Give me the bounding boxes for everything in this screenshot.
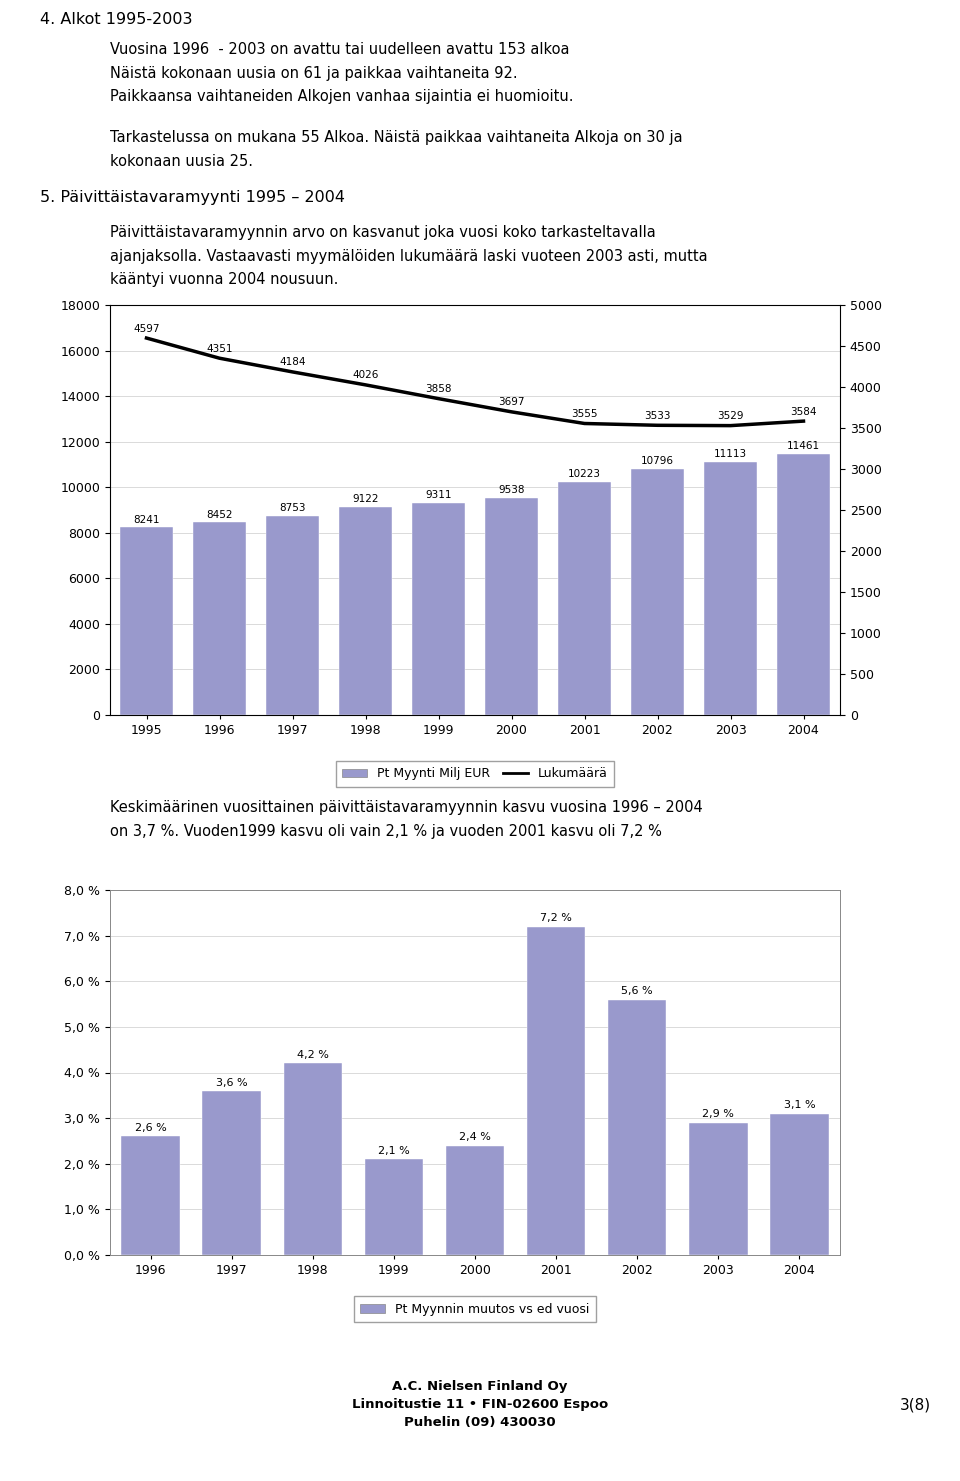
Text: 3555: 3555: [571, 409, 598, 419]
Text: Vuosina 1996  - 2003 on avattu tai uudelleen avattu 153 alkoa: Vuosina 1996 - 2003 on avattu tai uudell…: [110, 41, 570, 56]
Bar: [527, 927, 586, 1254]
Text: ajanjaksolla. Vastaavasti myymälöiden lukumäärä laski vuoteen 2003 asti, mutta: ajanjaksolla. Vastaavasti myymälöiden lu…: [110, 249, 708, 264]
Bar: [705, 462, 756, 715]
Text: 9538: 9538: [498, 484, 525, 495]
Bar: [689, 1123, 748, 1254]
Text: 2,1 %: 2,1 %: [378, 1146, 410, 1157]
Text: 9311: 9311: [425, 490, 452, 501]
Text: Puhelin (09) 430030: Puhelin (09) 430030: [404, 1416, 556, 1429]
Text: 7,2 %: 7,2 %: [540, 914, 572, 923]
Legend: Pt Myynti Milj EUR, Lukumäärä: Pt Myynti Milj EUR, Lukumäärä: [336, 761, 614, 786]
Text: Tarkastelussa on mukana 55 Alkoa. Näistä paikkaa vaihtaneita Alkoja on 30 ja: Tarkastelussa on mukana 55 Alkoa. Näistä…: [110, 130, 683, 145]
Bar: [632, 469, 684, 715]
Text: 2,6 %: 2,6 %: [134, 1123, 166, 1133]
Text: 4,2 %: 4,2 %: [297, 1050, 328, 1060]
Text: 3858: 3858: [425, 384, 452, 394]
Text: 3533: 3533: [644, 410, 671, 421]
Bar: [770, 1114, 828, 1254]
Bar: [558, 483, 611, 715]
Bar: [412, 504, 465, 715]
Bar: [120, 527, 173, 715]
Text: 11461: 11461: [787, 441, 820, 452]
Bar: [445, 1145, 504, 1254]
Bar: [365, 1160, 423, 1254]
Text: 4. Alkot 1995-2003: 4. Alkot 1995-2003: [40, 12, 193, 27]
Bar: [266, 515, 319, 715]
Text: Näistä kokonaan uusia on 61 ja paikkaa vaihtaneita 92.: Näistä kokonaan uusia on 61 ja paikkaa v…: [110, 65, 518, 80]
Legend: Pt Myynnin muutos vs ed vuosi: Pt Myynnin muutos vs ed vuosi: [354, 1296, 596, 1321]
Text: 2,9 %: 2,9 %: [703, 1109, 734, 1120]
Text: 4351: 4351: [206, 344, 232, 354]
Bar: [203, 1090, 261, 1254]
Text: 10223: 10223: [568, 469, 601, 480]
Text: 4184: 4184: [279, 357, 305, 367]
Text: 3529: 3529: [717, 412, 744, 421]
Text: Päivittäistavaramyynnin arvo on kasvanut joka vuosi koko tarkasteltavalla: Päivittäistavaramyynnin arvo on kasvanut…: [110, 225, 656, 240]
Text: 10796: 10796: [641, 456, 674, 467]
Bar: [193, 523, 246, 715]
Text: Paikkaansa vaihtaneiden Alkojen vanhaa sijaintia ei huomioitu.: Paikkaansa vaihtaneiden Alkojen vanhaa s…: [110, 89, 574, 104]
Text: Linnoitustie 11 • FIN-02600 Espoo: Linnoitustie 11 • FIN-02600 Espoo: [352, 1398, 608, 1411]
Text: 3,1 %: 3,1 %: [783, 1100, 815, 1111]
Text: kokonaan uusia 25.: kokonaan uusia 25.: [110, 154, 253, 169]
Bar: [608, 1000, 666, 1254]
Bar: [121, 1136, 180, 1254]
Text: 5. Päivittäistavaramyynti 1995 – 2004: 5. Päivittäistavaramyynti 1995 – 2004: [40, 190, 346, 204]
Text: 4026: 4026: [352, 370, 378, 381]
Text: kääntyi vuonna 2004 nousuun.: kääntyi vuonna 2004 nousuun.: [110, 273, 339, 287]
Bar: [283, 1063, 342, 1254]
Text: Keskimäärinen vuosittainen päivittäistavaramyynnin kasvu vuosina 1996 – 2004: Keskimäärinen vuosittainen päivittäistav…: [110, 800, 703, 815]
Text: 3,6 %: 3,6 %: [216, 1078, 248, 1087]
Text: 9122: 9122: [352, 495, 379, 505]
Text: 11113: 11113: [714, 449, 747, 459]
Text: 8452: 8452: [206, 509, 232, 520]
Text: A.C. Nielsen Finland Oy: A.C. Nielsen Finland Oy: [393, 1380, 567, 1394]
Text: 3(8): 3(8): [900, 1398, 931, 1413]
Bar: [485, 498, 538, 715]
Text: 5,6 %: 5,6 %: [621, 986, 653, 997]
Text: 3697: 3697: [498, 397, 525, 407]
Text: 4597: 4597: [133, 323, 159, 333]
Text: 8241: 8241: [133, 514, 159, 524]
Bar: [339, 507, 392, 715]
Text: 2,4 %: 2,4 %: [459, 1133, 491, 1142]
Text: 3584: 3584: [790, 407, 817, 416]
Bar: [778, 455, 829, 715]
Text: 8753: 8753: [279, 504, 305, 512]
Text: on 3,7 %. Vuoden1999 kasvu oli vain 2,1 % ja vuoden 2001 kasvu oli 7,2 %: on 3,7 %. Vuoden1999 kasvu oli vain 2,1 …: [110, 823, 662, 838]
